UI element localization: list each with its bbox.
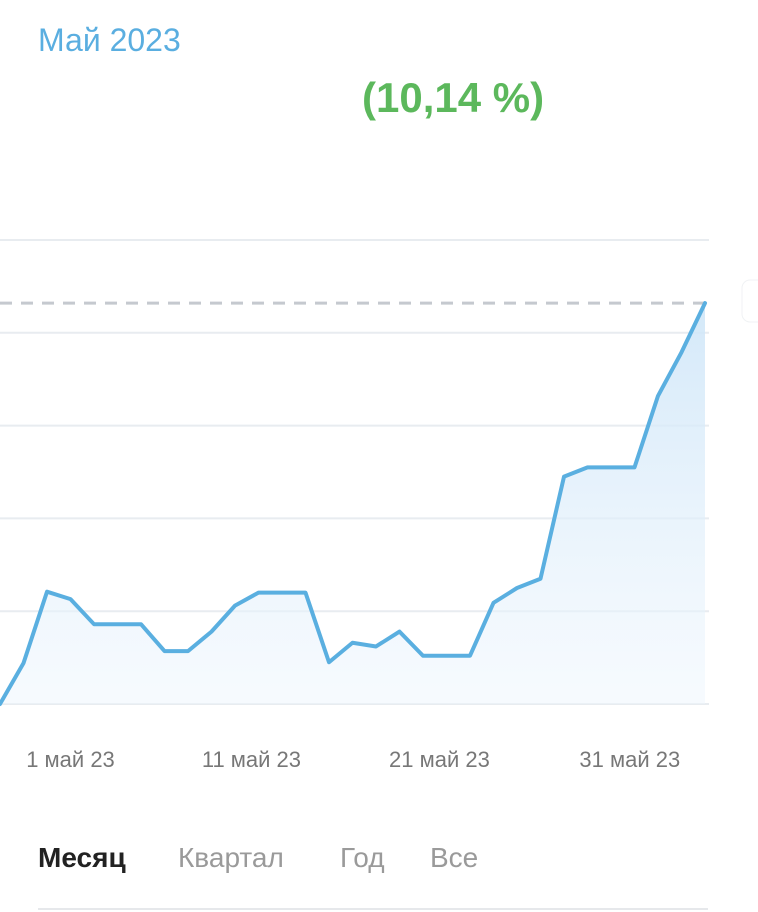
period-tab[interactable]: Квартал: [178, 842, 284, 873]
period-tab[interactable]: Месяц: [38, 842, 126, 873]
line-area: [0, 303, 705, 704]
period-tab[interactable]: Все: [430, 842, 479, 873]
x-tick-label: 21 май 23: [389, 747, 490, 772]
change-percent: (10,14 %): [362, 74, 545, 121]
period-title: Май 2023: [38, 22, 181, 58]
x-tick-label: 1 май 23: [26, 747, 115, 772]
period-tabs: Месяц Квартал Год Все: [38, 838, 708, 910]
x-tick-label: 31 май 23: [579, 747, 680, 772]
period-tab[interactable]: Год: [340, 842, 385, 873]
price-line: [0, 301, 707, 706]
side-handle: [741, 279, 758, 323]
x-tick-label: 11 май 23: [202, 747, 301, 772]
chart: 1 май 23 11 май 23 21 май 23 31 май 23: [0, 239, 758, 772]
